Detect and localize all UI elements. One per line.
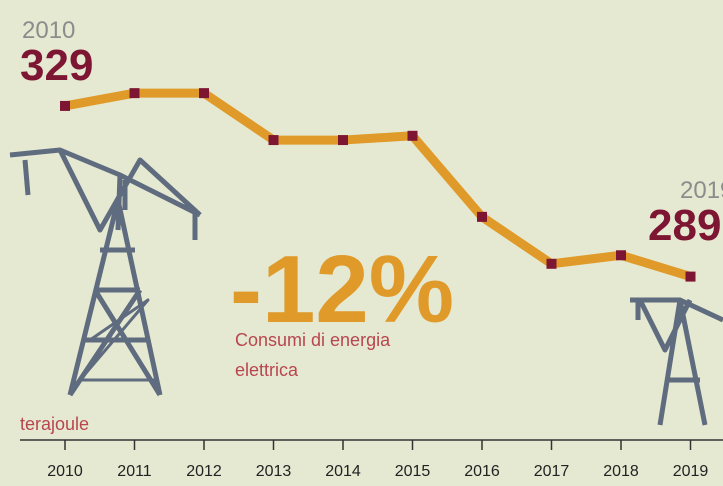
headline-caption: Consumi di energia: [235, 330, 391, 350]
marker: [546, 258, 557, 269]
marker: [268, 135, 279, 146]
start-value: 329: [20, 41, 93, 90]
x-tick-label: 2017: [534, 463, 570, 480]
x-tick-label: 2011: [117, 463, 152, 480]
marker: [685, 271, 696, 282]
tower-right: [630, 297, 723, 426]
line: [64, 88, 692, 281]
marker: [407, 130, 418, 141]
unit-label: terajoule: [20, 414, 89, 434]
start-year: 2010: [22, 17, 75, 44]
tower-left: [9, 147, 202, 397]
marker: [60, 100, 70, 111]
end-year: 2019: [680, 177, 723, 204]
x-tick-label: 2013: [256, 463, 292, 480]
x-tick-label: 2012: [186, 463, 222, 480]
end-value: 289: [648, 201, 721, 250]
x-tick-label: 2018: [603, 463, 639, 480]
marker: [338, 135, 348, 146]
x-tick-label: 2014: [325, 463, 361, 480]
headline: -12%: [230, 236, 454, 343]
x-tick-label: 2015: [395, 463, 431, 480]
marker: [129, 88, 140, 99]
marker: [616, 250, 626, 261]
marker: [199, 88, 209, 99]
headline-caption: elettrica: [235, 360, 299, 380]
marker: [477, 211, 487, 222]
x-tick-label: 2016: [464, 463, 500, 480]
x-tick-label: 2010: [47, 463, 83, 480]
x-tick-label: 2019: [673, 463, 709, 480]
